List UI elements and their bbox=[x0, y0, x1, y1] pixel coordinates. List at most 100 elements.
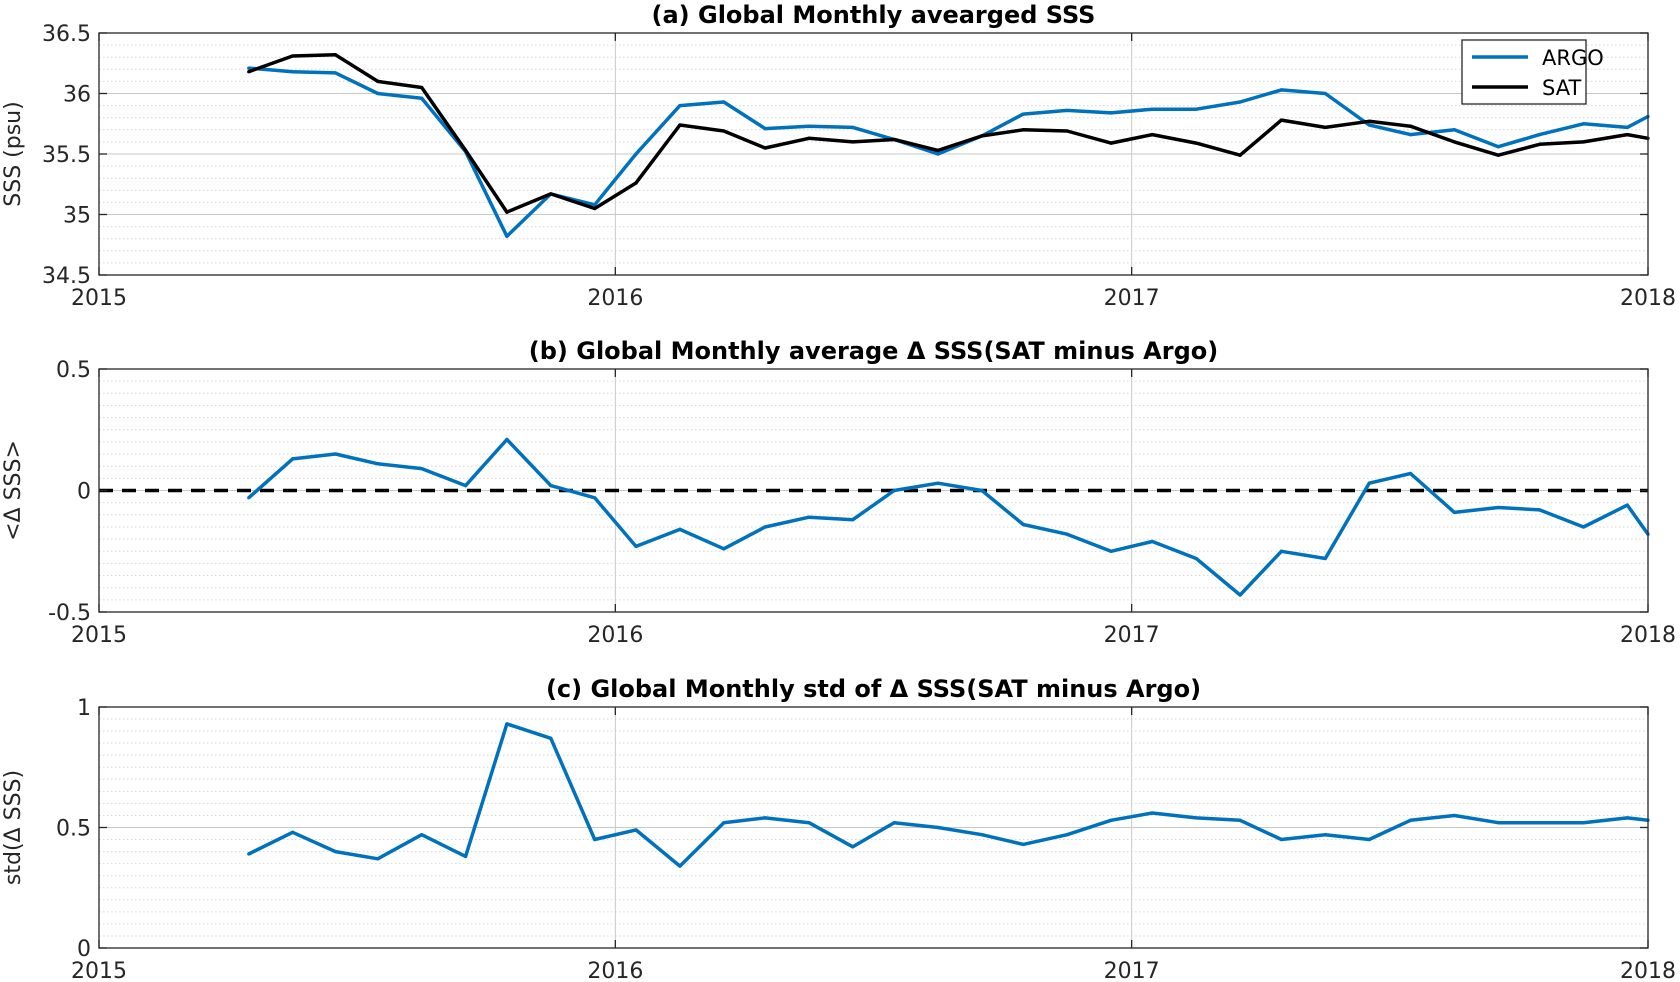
data-point bbox=[1496, 505, 1500, 510]
data-point bbox=[807, 821, 811, 825]
y-tick-label: 0.5 bbox=[56, 817, 91, 842]
data-point bbox=[980, 833, 984, 837]
x-tick-label: 2015 bbox=[71, 623, 127, 648]
data-point bbox=[678, 104, 682, 108]
data-point bbox=[376, 462, 380, 466]
data-point bbox=[333, 71, 338, 75]
data-point bbox=[1194, 107, 1198, 111]
data-point bbox=[892, 137, 896, 142]
data-point bbox=[247, 496, 251, 500]
x-tick-label: 2015 bbox=[71, 286, 127, 311]
data-point bbox=[1109, 549, 1113, 553]
data-point bbox=[1452, 813, 1456, 818]
data-point bbox=[807, 124, 811, 128]
y-tick-label: 1 bbox=[77, 696, 91, 721]
data-point bbox=[1581, 122, 1586, 126]
data-point bbox=[333, 850, 338, 854]
data-point bbox=[807, 136, 811, 140]
y-tick-label: -0.5 bbox=[48, 601, 91, 626]
data-point bbox=[722, 129, 726, 133]
legend-label-argo: ARGO bbox=[1542, 46, 1604, 70]
data-point bbox=[1408, 133, 1413, 137]
data-point bbox=[1194, 141, 1198, 145]
data-point bbox=[1581, 525, 1586, 529]
data-point bbox=[1238, 593, 1242, 597]
data-point bbox=[505, 234, 509, 238]
y-axis-label: <Δ SSS> bbox=[1, 440, 26, 541]
data-point bbox=[678, 527, 682, 531]
sat-points bbox=[247, 53, 1650, 214]
tick-marks bbox=[98, 368, 1649, 613]
y-axis-label: SSS (psu) bbox=[1, 101, 26, 206]
data-point bbox=[936, 481, 940, 485]
x-tick-label: 2015 bbox=[71, 959, 127, 982]
data-point bbox=[376, 79, 380, 83]
data-point bbox=[936, 152, 940, 156]
series-line bbox=[247, 722, 1649, 868]
data-point bbox=[1021, 522, 1025, 527]
data-point bbox=[505, 722, 509, 726]
x-tick-label: 2016 bbox=[587, 623, 643, 648]
data-point bbox=[1194, 556, 1198, 561]
data-point bbox=[420, 467, 424, 471]
data-point bbox=[1323, 556, 1327, 561]
data-point bbox=[1150, 133, 1154, 137]
data-point bbox=[1323, 91, 1327, 96]
y-tick-label: 35.5 bbox=[42, 143, 91, 168]
data-point bbox=[505, 437, 509, 442]
data-point bbox=[1238, 100, 1242, 104]
y-tick-label: 0.5 bbox=[56, 358, 91, 383]
data-point bbox=[1279, 88, 1284, 92]
data-point bbox=[851, 518, 855, 522]
data-point bbox=[1150, 811, 1154, 815]
data-point bbox=[1452, 140, 1456, 144]
data-point bbox=[291, 54, 295, 58]
data-point bbox=[1452, 128, 1456, 132]
data-point bbox=[463, 854, 468, 859]
data-point bbox=[1279, 837, 1284, 842]
data-point bbox=[291, 457, 295, 461]
x-tick-label: 2017 bbox=[1104, 623, 1160, 648]
y-tick-label: 0 bbox=[77, 937, 91, 962]
data-point bbox=[420, 833, 424, 837]
data-point bbox=[763, 126, 767, 131]
data-point bbox=[593, 496, 597, 500]
data-point bbox=[892, 821, 896, 825]
data-point bbox=[1279, 118, 1284, 122]
y-axis-label: std(Δ SSS) bbox=[1, 770, 26, 885]
data-point bbox=[1367, 481, 1371, 485]
data-point bbox=[1408, 124, 1413, 128]
data-point bbox=[1021, 128, 1025, 132]
data-point bbox=[420, 96, 424, 100]
data-point bbox=[1625, 125, 1629, 129]
data-point bbox=[549, 192, 553, 196]
data-point bbox=[763, 525, 767, 529]
data-point bbox=[722, 821, 726, 825]
data-point bbox=[593, 837, 597, 842]
data-point bbox=[892, 488, 896, 493]
x-tick-label: 2016 bbox=[587, 286, 643, 311]
data-point bbox=[505, 210, 509, 214]
x-tick-label: 2017 bbox=[1104, 286, 1160, 311]
data-point bbox=[1537, 133, 1542, 137]
data-point bbox=[1452, 510, 1456, 514]
x-tick-label: 2017 bbox=[1104, 959, 1160, 982]
data-point bbox=[936, 825, 940, 830]
data-point bbox=[851, 125, 855, 129]
y-tick-label: 34.5 bbox=[42, 264, 91, 289]
data-point bbox=[549, 484, 553, 488]
data-point bbox=[1625, 816, 1629, 820]
data-point bbox=[1537, 142, 1542, 146]
data-point bbox=[1150, 107, 1154, 111]
data-point bbox=[420, 85, 424, 90]
data-point bbox=[333, 452, 338, 456]
y-tick-label: 36.5 bbox=[42, 22, 91, 47]
data-point bbox=[980, 134, 984, 138]
legend: ARGO SAT bbox=[1461, 39, 1604, 105]
series-line bbox=[247, 437, 1650, 597]
chart-title: (c) Global Monthly std of Δ SSS(SAT minu… bbox=[546, 675, 1201, 703]
data-point bbox=[1625, 133, 1629, 137]
data-point bbox=[1408, 471, 1413, 476]
data-point bbox=[1109, 111, 1113, 115]
